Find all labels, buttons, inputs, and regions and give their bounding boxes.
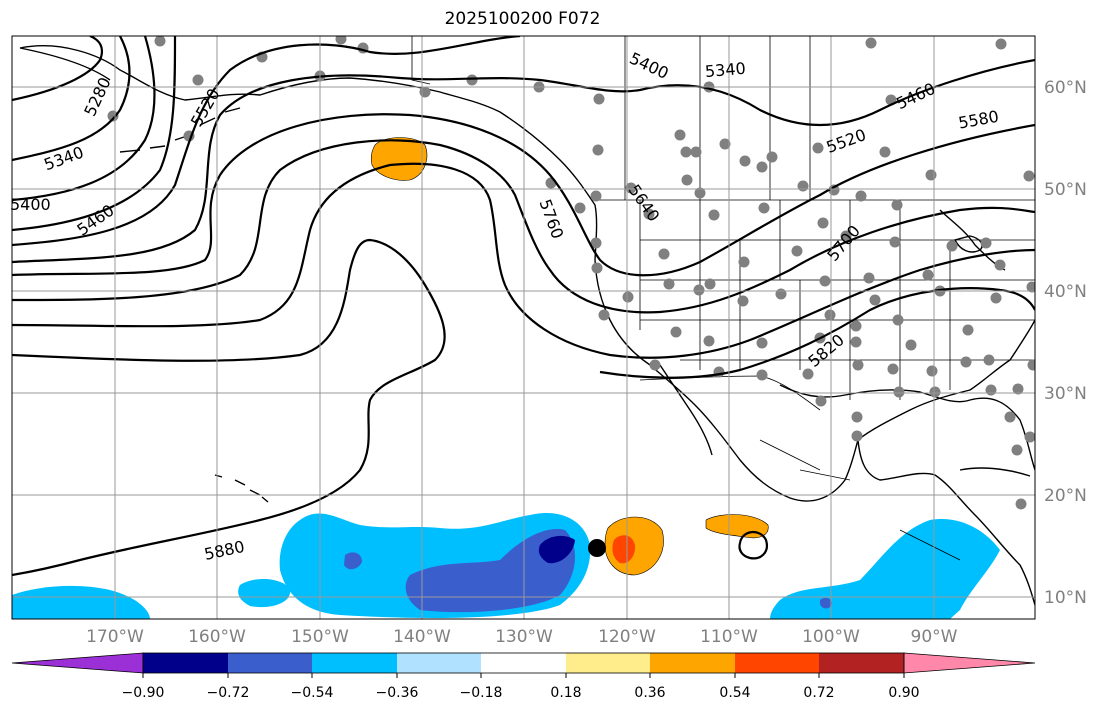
- contour-5760: [12, 162, 1035, 359]
- alaska-canada-border: [411, 36, 431, 85]
- colorbar-tick-label: 0.90: [888, 685, 919, 701]
- colorbar-segment: [312, 653, 397, 673]
- colorbar-tick-label: −0.90: [122, 685, 165, 701]
- lon-label: 160°W: [188, 627, 246, 647]
- positive-anomaly-shading: [370, 137, 769, 576]
- map-frame: [11, 35, 1036, 620]
- colorbar-segment: [735, 653, 819, 673]
- lat-lon-grid: [12, 36, 1035, 619]
- colorbar: −0.90 −0.72 −0.54 −0.36 −0.18 0.18 0.36 …: [11, 652, 1036, 701]
- colorbar-segment: [397, 653, 481, 673]
- contour-label: 5400: [10, 195, 51, 214]
- anomaly-region-red-1: [612, 535, 636, 564]
- lon-label: 130°W: [495, 627, 553, 647]
- anomaly-region-small-blue-2: [820, 597, 832, 609]
- north-america-pacific-coast: [19, 45, 1035, 502]
- colorbar-segment: [650, 653, 735, 673]
- lon-label: 140°W: [393, 627, 451, 647]
- mexico-central-america-borders: [759, 439, 961, 561]
- contour-5280: [12, 36, 104, 102]
- lon-label: 110°W: [700, 627, 758, 647]
- lon-label: 170°W: [86, 627, 144, 647]
- latitude-labels: 60°N 50°N 40°N 30°N 20°N 10°N: [1044, 78, 1087, 608]
- colorbar-tick-label: 0.36: [634, 685, 665, 701]
- anomaly-region-medium-blue: [405, 529, 576, 613]
- colorbar-segment: [11, 652, 144, 674]
- lake-outline: [953, 235, 983, 253]
- colorbar-segment: [903, 652, 1036, 674]
- colorbar-tick-label: −0.36: [376, 685, 419, 701]
- contour-label: 5340: [704, 59, 746, 81]
- storm-center-marker: [588, 539, 606, 557]
- contour-5700: [12, 139, 1035, 314]
- small-closed-contour: [738, 531, 768, 560]
- colorbar-frame: [142, 652, 905, 674]
- cuba-coast: [959, 467, 1031, 477]
- map-title: 2025100200 F072: [444, 9, 601, 29]
- contour-5520-west: [12, 36, 521, 247]
- lat-label: 20°N: [1044, 486, 1087, 506]
- contour-5580: [12, 58, 1035, 264]
- colorbar-tick-label: −0.72: [207, 685, 250, 701]
- anomaly-region-small-blue: [344, 552, 362, 570]
- lon-label: 120°W: [598, 627, 656, 647]
- lat-label: 40°N: [1044, 282, 1087, 302]
- colorbar-tick-label: 0.18: [550, 685, 581, 701]
- anomaly-region-caribbean-blue: [770, 519, 1000, 619]
- colorbar-tick-label: 0.72: [803, 685, 834, 701]
- contour-5820: [599, 287, 1035, 379]
- map-layers: [12, 36, 1035, 619]
- colorbar-segment: [566, 653, 650, 673]
- contour-5400: [12, 36, 156, 202]
- longitude-labels: 170°W 160°W 150°W 140°W 130°W 120°W 110°…: [86, 627, 958, 647]
- colorbar-tick-label: −0.18: [460, 685, 503, 701]
- anomaly-region-blue-2: [238, 578, 291, 608]
- lat-label: 30°N: [1044, 384, 1087, 404]
- lon-label: 90°W: [911, 627, 958, 647]
- anomaly-region-dark-blue: [538, 535, 575, 564]
- colorbar-segment: [143, 653, 228, 673]
- aleutian-islands: [119, 107, 241, 153]
- contour-5640: [12, 113, 1035, 277]
- colorbar-segment: [481, 653, 566, 673]
- contour-5880: [12, 238, 446, 577]
- contour-5340: [12, 36, 131, 162]
- lon-label: 100°W: [802, 627, 860, 647]
- lat-label: 60°N: [1044, 78, 1087, 98]
- central-america-coast: [857, 439, 1035, 606]
- colorbar-tick-label: −0.54: [291, 685, 334, 701]
- coastlines: [19, 45, 1035, 606]
- height-contours: [12, 36, 1035, 577]
- lat-label: 50°N: [1044, 180, 1087, 200]
- colorbar-segment: [819, 653, 904, 673]
- bering-coast: [19, 47, 111, 81]
- canada-province-borders: [624, 36, 811, 200]
- hawaii-islands: [214, 474, 269, 503]
- lat-label: 10°N: [1044, 588, 1087, 608]
- colorbar-ticks: [142, 673, 905, 678]
- colorbar-tick-label: 0.54: [719, 685, 750, 701]
- political-borders: [411, 36, 1035, 561]
- anomaly-region-north-pacific-orange: [370, 137, 428, 181]
- lon-label: 150°W: [291, 627, 349, 647]
- gulf-coast: [779, 384, 1035, 471]
- colorbar-segment: [228, 653, 312, 673]
